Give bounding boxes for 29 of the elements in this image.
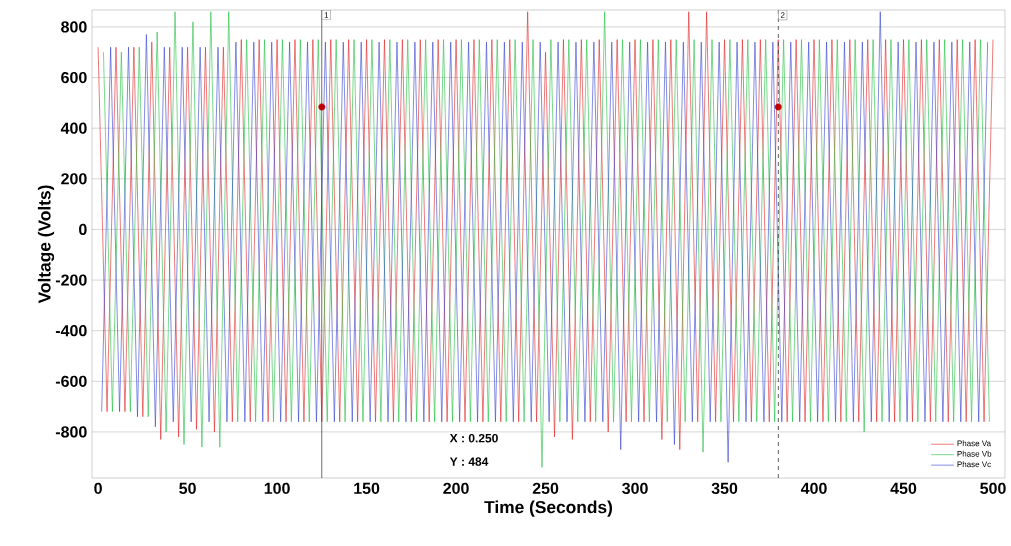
x-tick-label: 200 — [443, 482, 469, 495]
y-tick-label: 800 — [61, 21, 87, 33]
legend-label: Phase Va — [957, 440, 992, 447]
x-tick-label: 50 — [179, 482, 196, 495]
y-tick-label: 0 — [79, 223, 87, 236]
y-tick-label: -400 — [55, 325, 87, 337]
annotation: Y : 484 — [449, 457, 489, 466]
annotation: 1 — [324, 12, 329, 18]
x-tick-label: 150 — [354, 482, 380, 495]
x-axis-title: Time (Seconds) — [484, 500, 613, 517]
y-axis-title: Voltage (Volts) — [37, 185, 55, 304]
x-tick-label: 350 — [711, 482, 738, 495]
legend-label: Phase Vb — [957, 450, 992, 457]
x-tick-label: 450 — [890, 482, 917, 495]
y-tick-label: 600 — [61, 71, 87, 84]
y-tick-label: -800 — [55, 426, 87, 438]
y-tick-label: 400 — [60, 122, 87, 134]
legend-label: Phase Vc — [957, 461, 991, 468]
y-tick-label: -200 — [55, 274, 87, 286]
y-tick-label: -600 — [55, 375, 87, 387]
x-tick-label: 0 — [94, 482, 102, 495]
x-tick-label: 250 — [532, 482, 559, 495]
y-tick-label: 200 — [61, 173, 87, 185]
annotation: 2 — [780, 12, 785, 18]
x-tick-label: 100 — [264, 482, 290, 495]
annotation: X : 0.250 — [449, 433, 498, 443]
x-tick-label: 400 — [800, 482, 827, 495]
x-tick-label: 300 — [622, 482, 648, 495]
x-tick-label: 500 — [980, 482, 1006, 495]
